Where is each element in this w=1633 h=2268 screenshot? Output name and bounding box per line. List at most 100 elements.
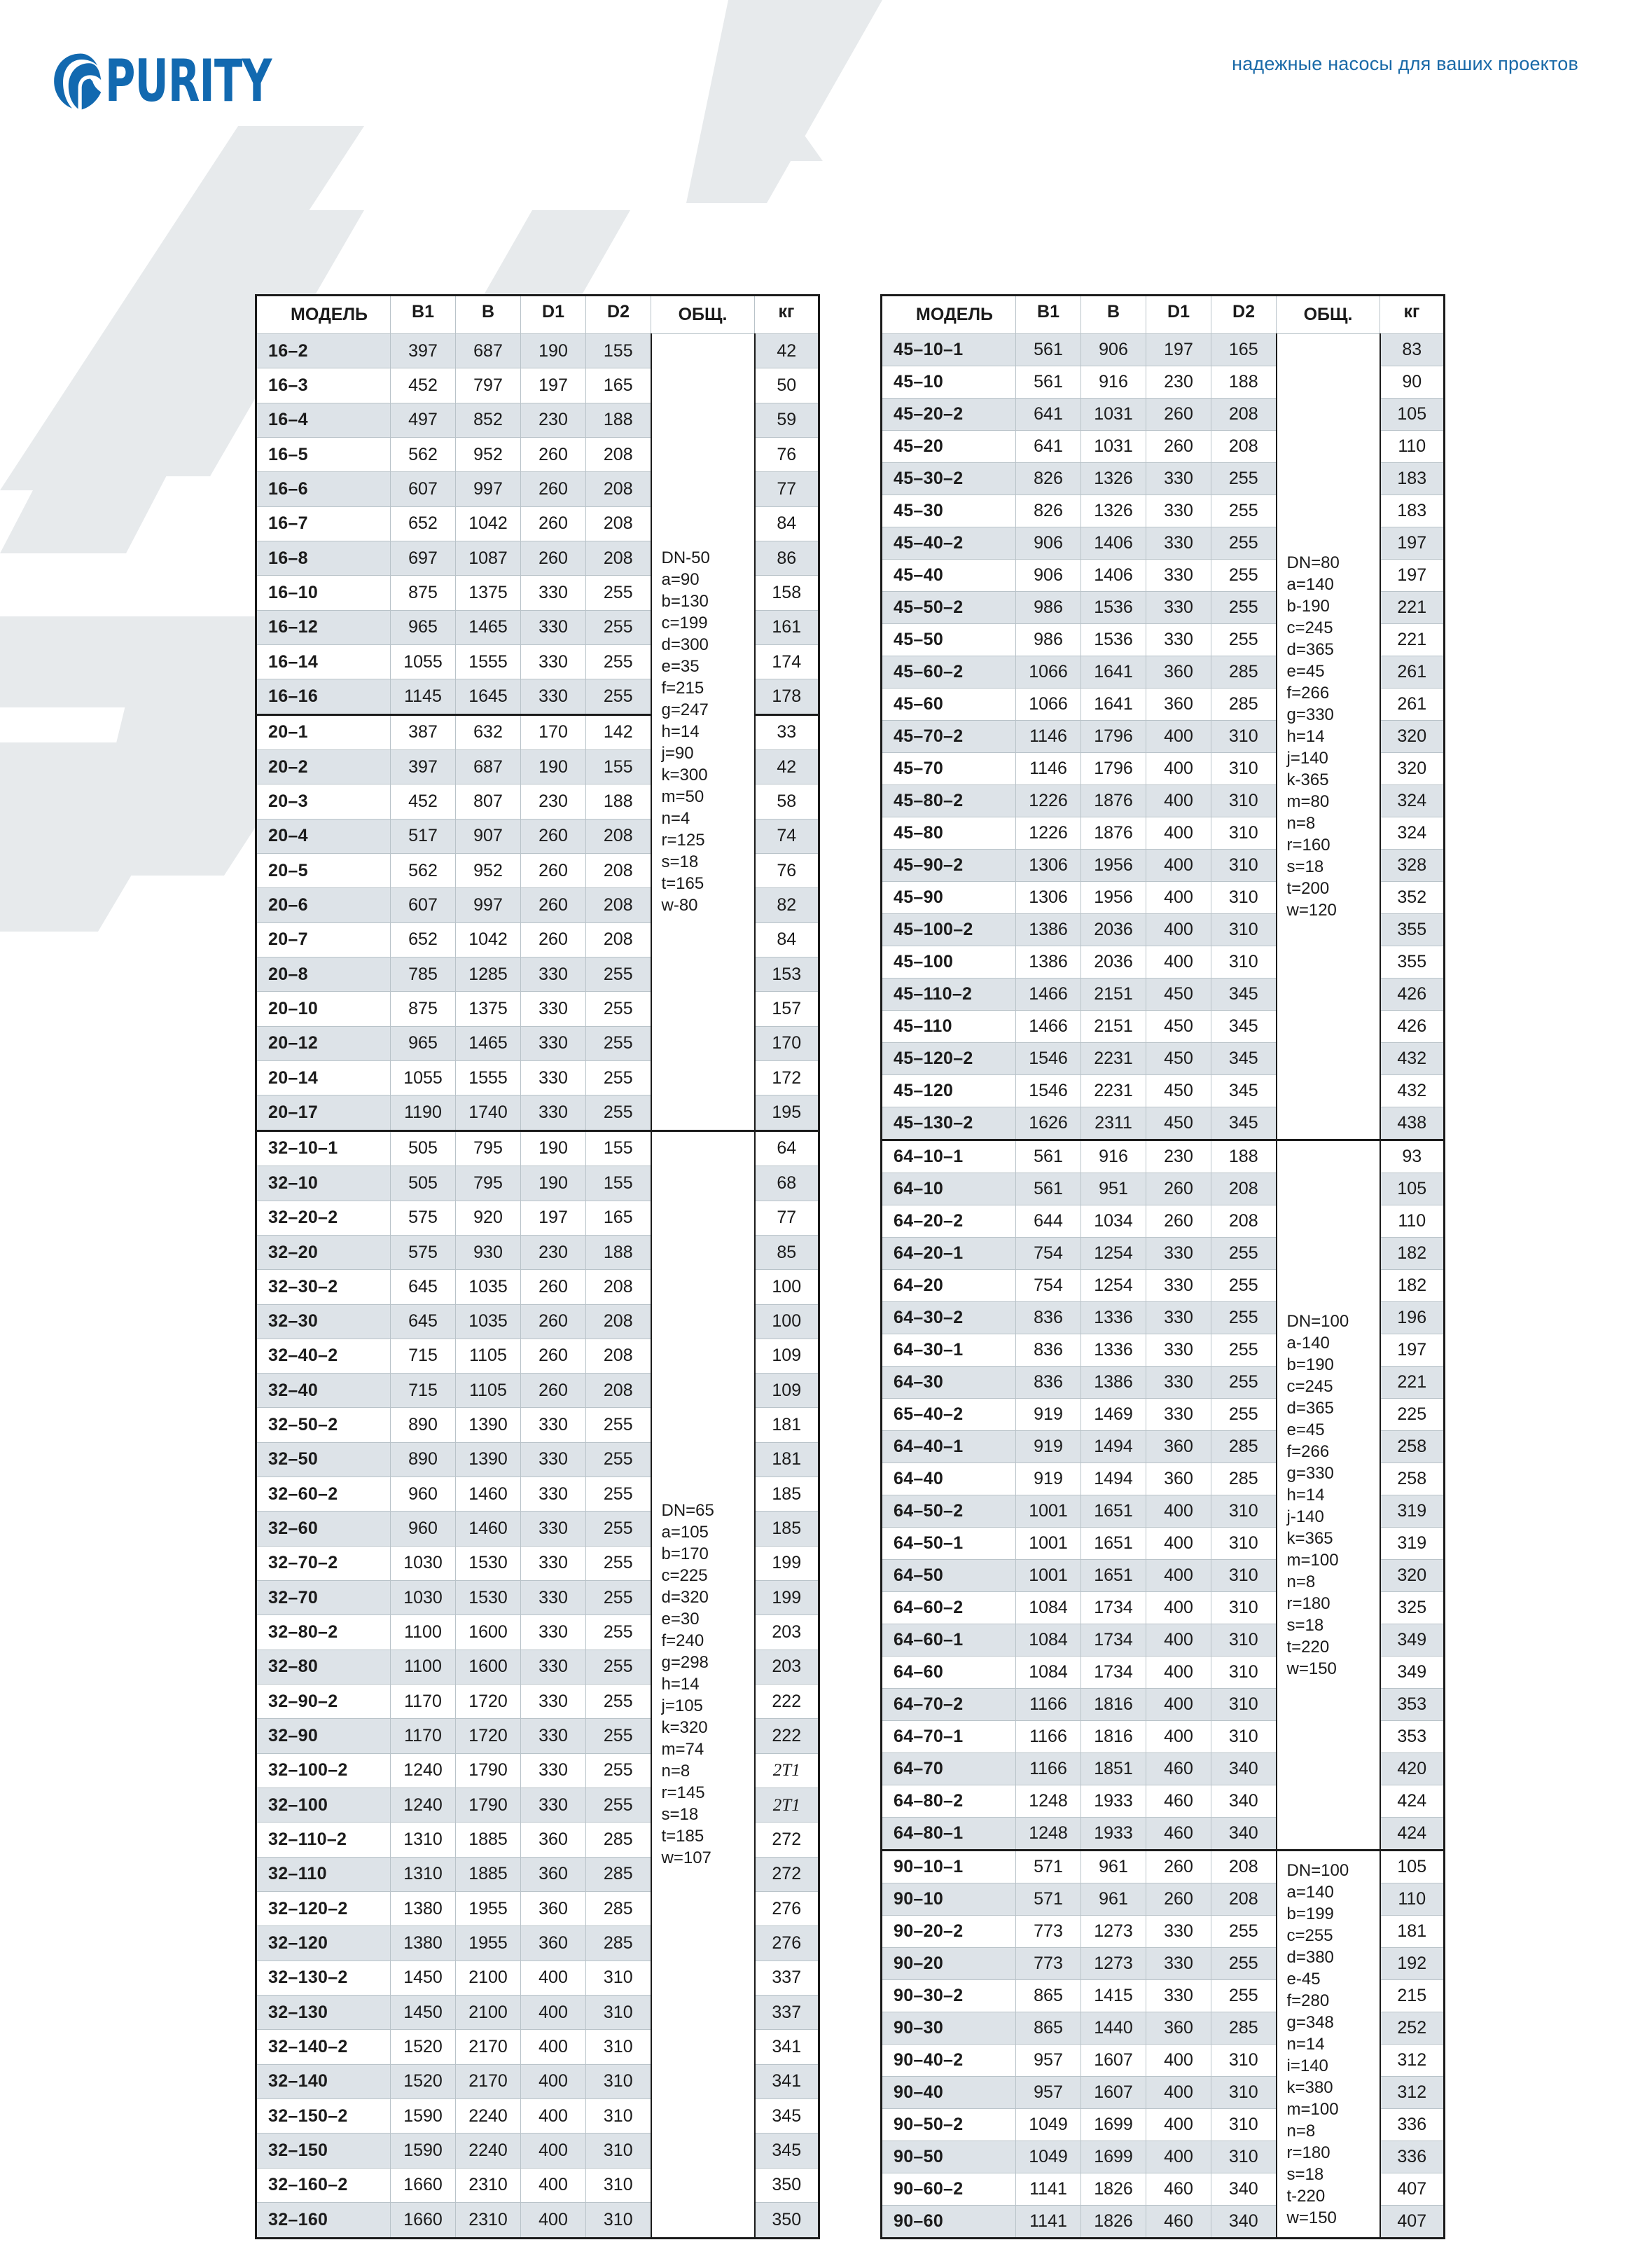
table-row: 20–12 965 1465 330 255 170	[255, 1025, 820, 1062]
cell-model: 32–90	[255, 1718, 391, 1754]
table-row: 64–40–1 919 1494 360 285 258	[880, 1430, 1445, 1463]
cell-d1: 197	[1146, 333, 1211, 366]
cell-d1: 330	[520, 1407, 586, 1443]
cell-d2: 310	[1211, 2044, 1277, 2077]
obsh-line: m=80	[1286, 792, 1330, 811]
table-row: 45–120–2 1546 2231 450 345 432	[880, 1042, 1445, 1075]
cell-d1: 400	[520, 2029, 586, 2065]
cell-b: 795	[455, 1130, 521, 1167]
cell-kg: 350	[754, 2202, 820, 2239]
cell-b1: 1100	[390, 1649, 456, 1685]
cell-d1: 330	[1146, 1915, 1211, 1948]
obsh-line: w=107	[661, 1848, 711, 1868]
cell-model: 64–50	[880, 1559, 1016, 1592]
cell-d1: 400	[520, 1960, 586, 1996]
cell-b: 1406	[1080, 527, 1146, 560]
cell-b: 1042	[455, 506, 521, 541]
cell-b: 1415	[1080, 1979, 1146, 2012]
cell-b1: 1049	[1015, 2108, 1081, 2141]
table-row: 45–20–2 641 1031 260 208 105	[880, 398, 1445, 431]
cell-model: 32–110–2	[255, 1822, 391, 1858]
cell-d2: 188	[1211, 366, 1277, 399]
cell-d1: 400	[1146, 946, 1211, 979]
cell-d2: 208	[1211, 398, 1277, 431]
cell-kg: 174	[754, 644, 820, 680]
table-row: 32–100–2 1240 1790 330 255 2T1	[255, 1752, 820, 1789]
cell-kg: 110	[1380, 430, 1445, 463]
column-header-d2: D2	[585, 295, 651, 334]
cell-model: 45–90	[880, 881, 1016, 914]
cell-b1: 836	[1015, 1301, 1081, 1334]
cell-b1: 561	[1015, 366, 1081, 399]
spec-table-right: МОДЕЛЬ B1 B D1 D2 ОБЩ. кг 45–10–1 561 906 197 165 DN…	[880, 294, 1445, 2239]
obsh-line: s=18	[1286, 1616, 1324, 1635]
cell-d2: 208	[1211, 1173, 1277, 1205]
cell-model: 90–20–2	[880, 1915, 1016, 1948]
cell-b: 997	[455, 887, 521, 923]
cell-b: 2231	[1080, 1042, 1146, 1075]
cell-d1: 400	[1146, 1559, 1211, 1592]
cell-d1: 400	[520, 2063, 586, 2100]
cell-d2: 255	[585, 1752, 651, 1789]
cell-model: 32–80–2	[255, 1614, 391, 1650]
cell-kg: 76	[754, 436, 820, 473]
cell-d2: 255	[1211, 1915, 1277, 1948]
cell-kg: 105	[1380, 1850, 1445, 1883]
cell-b1: 1660	[390, 2167, 456, 2204]
cell-d2: 345	[1211, 1010, 1277, 1043]
cell-d1: 260	[1146, 1883, 1211, 1916]
cell-d2: 340	[1211, 1817, 1277, 1851]
obsh-line: i=140	[1286, 2056, 1328, 2075]
cell-b1: 960	[390, 1511, 456, 1547]
cell-d2: 340	[1211, 1785, 1277, 1818]
table-row: 45–80 1226 1876 400 310 324	[880, 817, 1445, 850]
cell-d1: 330	[520, 1060, 586, 1096]
cell-b1: 1546	[1015, 1074, 1081, 1107]
cell-model: 45–50–2	[880, 591, 1016, 624]
cell-kg: 105	[1380, 1173, 1445, 1205]
cell-d1: 330	[520, 991, 586, 1027]
cell-b: 1790	[455, 1788, 521, 1823]
cell-d1: 260	[1146, 1173, 1211, 1205]
cell-b1: 1386	[1015, 946, 1081, 979]
cell-kg: 185	[754, 1477, 820, 1512]
cell-d2: 310	[1211, 1720, 1277, 1753]
table-header-row: МОДЕЛЬ B1 B D1 D2 ОБЩ. кг	[256, 295, 819, 334]
table-row: 45–110 1466 2151 450 345 426	[880, 1010, 1445, 1043]
cell-kg: 424	[1380, 1817, 1445, 1851]
cell-d1: 260	[520, 1304, 586, 1339]
cell-b1: 836	[1015, 1366, 1081, 1399]
column-header-kg: кг	[1380, 295, 1445, 334]
cell-b: 1600	[455, 1614, 521, 1650]
cell-kg: 83	[1380, 333, 1445, 366]
obsh-line: h=14	[1286, 1486, 1325, 1505]
obsh-line: f=280	[1286, 1991, 1330, 2010]
cell-model: 45–80–2	[880, 784, 1016, 817]
cell-b1: 1240	[390, 1788, 456, 1823]
cell-model: 90–20	[880, 1947, 1016, 1980]
cell-b1: 452	[390, 368, 456, 403]
cell-b: 1955	[455, 1925, 521, 1961]
cell-kg: 182	[1380, 1237, 1445, 1270]
cell-kg: 77	[754, 471, 820, 507]
cell-model: 45–130–2	[880, 1107, 1016, 1141]
table-row: 64–10–1 561 916 230 188 DN=100 a-140 b=190 c=245…	[880, 1140, 1445, 1851]
cell-kg: 320	[1380, 752, 1445, 785]
cell-obsh-dimensions: DN=100 a=140 b=199 c=255 d=380 e-45 f=280 g=348…	[1275, 1850, 1381, 2239]
cell-b1: 1001	[1015, 1495, 1081, 1528]
cell-d1: 260	[1146, 430, 1211, 463]
table-row: 64–20 754 1254 330 255 182	[880, 1269, 1445, 1302]
cell-kg: 105	[1380, 398, 1445, 431]
cell-d2: 255	[1211, 1947, 1277, 1980]
cell-model: 16–10	[255, 575, 391, 611]
cell-d2: 310	[1211, 1656, 1277, 1689]
table-row: 32–160 1660 2310 400 310 350	[255, 2202, 820, 2239]
cell-model: 64–30–2	[880, 1301, 1016, 1334]
cell-d1: 360	[1146, 1463, 1211, 1495]
cell-d2: 255	[1211, 591, 1277, 624]
cell-b1: 1145	[390, 679, 456, 716]
cell-d2: 255	[1211, 559, 1277, 592]
cell-d1: 330	[520, 644, 586, 680]
cell-d2: 310	[1211, 1527, 1277, 1560]
cell-b1: 505	[390, 1166, 456, 1201]
